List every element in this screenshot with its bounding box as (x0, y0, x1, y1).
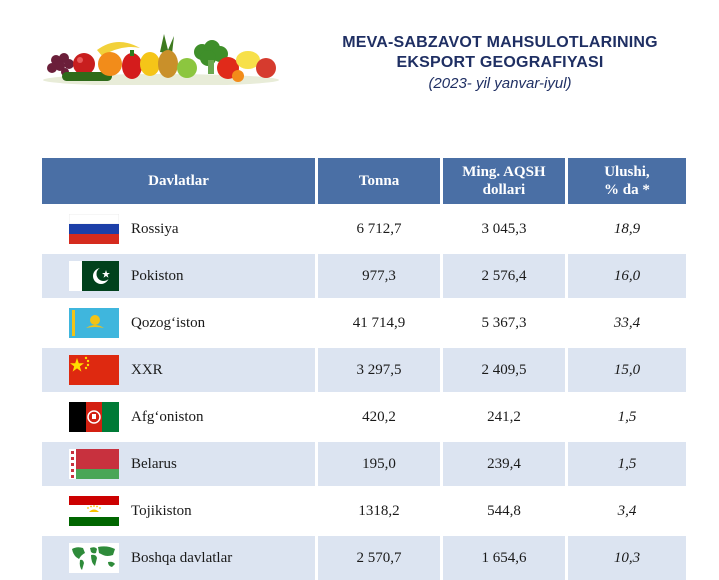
page-subtitle: (2023- yil yanvar-iyul) (300, 74, 700, 94)
country-name: Pokiston (131, 268, 184, 285)
country-cell: XXR (42, 347, 317, 394)
page-title-line1: MEVA-SABZAVOT MAHSULOTLARINING (300, 33, 700, 53)
usd-cell: 241,2 (441, 394, 566, 441)
country-cell: Qozog‘iston (42, 300, 317, 347)
country-cell: Tojikiston (42, 488, 317, 535)
tonna-cell: 41 714,9 (317, 300, 442, 347)
usd-cell: 239,4 (441, 441, 566, 488)
kazakhstan-flag-icon (69, 308, 119, 338)
country-cell: Rossiya (42, 206, 317, 253)
tonna-cell: 3 297,5 (317, 347, 442, 394)
column-header-tonna: Tonna (317, 158, 442, 206)
country-name: Qozog‘iston (131, 315, 205, 332)
table-row: Tojikiston 1318,2 544,8 3,4 (42, 488, 686, 535)
table-row: Belarus 195,0 239,4 1,5 (42, 441, 686, 488)
table-row: Afg‘oniston 420,2 241,2 1,5 (42, 394, 686, 441)
tonna-cell: 977,3 (317, 253, 442, 300)
country-name: Tojikiston (131, 503, 192, 520)
table-row: Qozog‘iston 41 714,9 5 367,3 33,4 (42, 300, 686, 347)
share-cell: 18,9 (566, 206, 686, 253)
russia-flag-icon (69, 214, 119, 244)
usd-cell: 5 367,3 (441, 300, 566, 347)
country-name: Rossiya (131, 221, 179, 238)
afghanistan-flag-icon (69, 402, 119, 432)
country-cell: Belarus (42, 441, 317, 488)
usd-cell: 2 576,4 (441, 253, 566, 300)
china-flag-icon (69, 355, 119, 385)
world-map-icon (69, 543, 119, 573)
belarus-flag-icon (69, 449, 119, 479)
share-cell: 1,5 (566, 441, 686, 488)
share-cell: 15,0 (566, 347, 686, 394)
tonna-cell: 6 712,7 (317, 206, 442, 253)
table-row: XXR 3 297,5 2 409,5 15,0 (42, 347, 686, 394)
country-name: XXR (131, 362, 163, 379)
column-header-country: Davlatlar (42, 158, 317, 206)
country-name: Afg‘oniston (131, 409, 204, 426)
share-cell: 10,3 (566, 535, 686, 580)
tonna-cell: 420,2 (317, 394, 442, 441)
pakistan-flag-icon (69, 261, 119, 291)
tonna-cell: 195,0 (317, 441, 442, 488)
tonna-cell: 2 570,7 (317, 535, 442, 580)
title-block: MEVA-SABZAVOT MAHSULOTLARINING EKSPORT G… (300, 33, 700, 94)
page-title-line2: EKSPORT GEOGRAFIYASI (300, 53, 700, 73)
country-name: Belarus (131, 456, 177, 473)
usd-cell: 544,8 (441, 488, 566, 535)
country-name: Boshqa davlatlar (131, 550, 232, 567)
share-cell: 1,5 (566, 394, 686, 441)
share-cell: 16,0 (566, 253, 686, 300)
usd-cell: 3 045,3 (441, 206, 566, 253)
table-row: Boshqa davlatlar 2 570,7 1 654,6 10,3 (42, 535, 686, 580)
table-row: Rossiya 6 712,7 3 045,3 18,9 (42, 206, 686, 253)
share-cell: 33,4 (566, 300, 686, 347)
country-cell: Afg‘oniston (42, 394, 317, 441)
fruits-vegetables-banner (42, 30, 280, 85)
column-header-share: Ulushi,% da * (566, 158, 686, 206)
share-cell: 3,4 (566, 488, 686, 535)
country-cell: Pokiston (42, 253, 317, 300)
tajikistan-flag-icon (69, 496, 119, 526)
usd-cell: 1 654,6 (441, 535, 566, 580)
table-row: Pokiston 977,3 2 576,4 16,0 (42, 253, 686, 300)
usd-cell: 2 409,5 (441, 347, 566, 394)
country-cell: Boshqa davlatlar (42, 535, 317, 580)
tonna-cell: 1318,2 (317, 488, 442, 535)
